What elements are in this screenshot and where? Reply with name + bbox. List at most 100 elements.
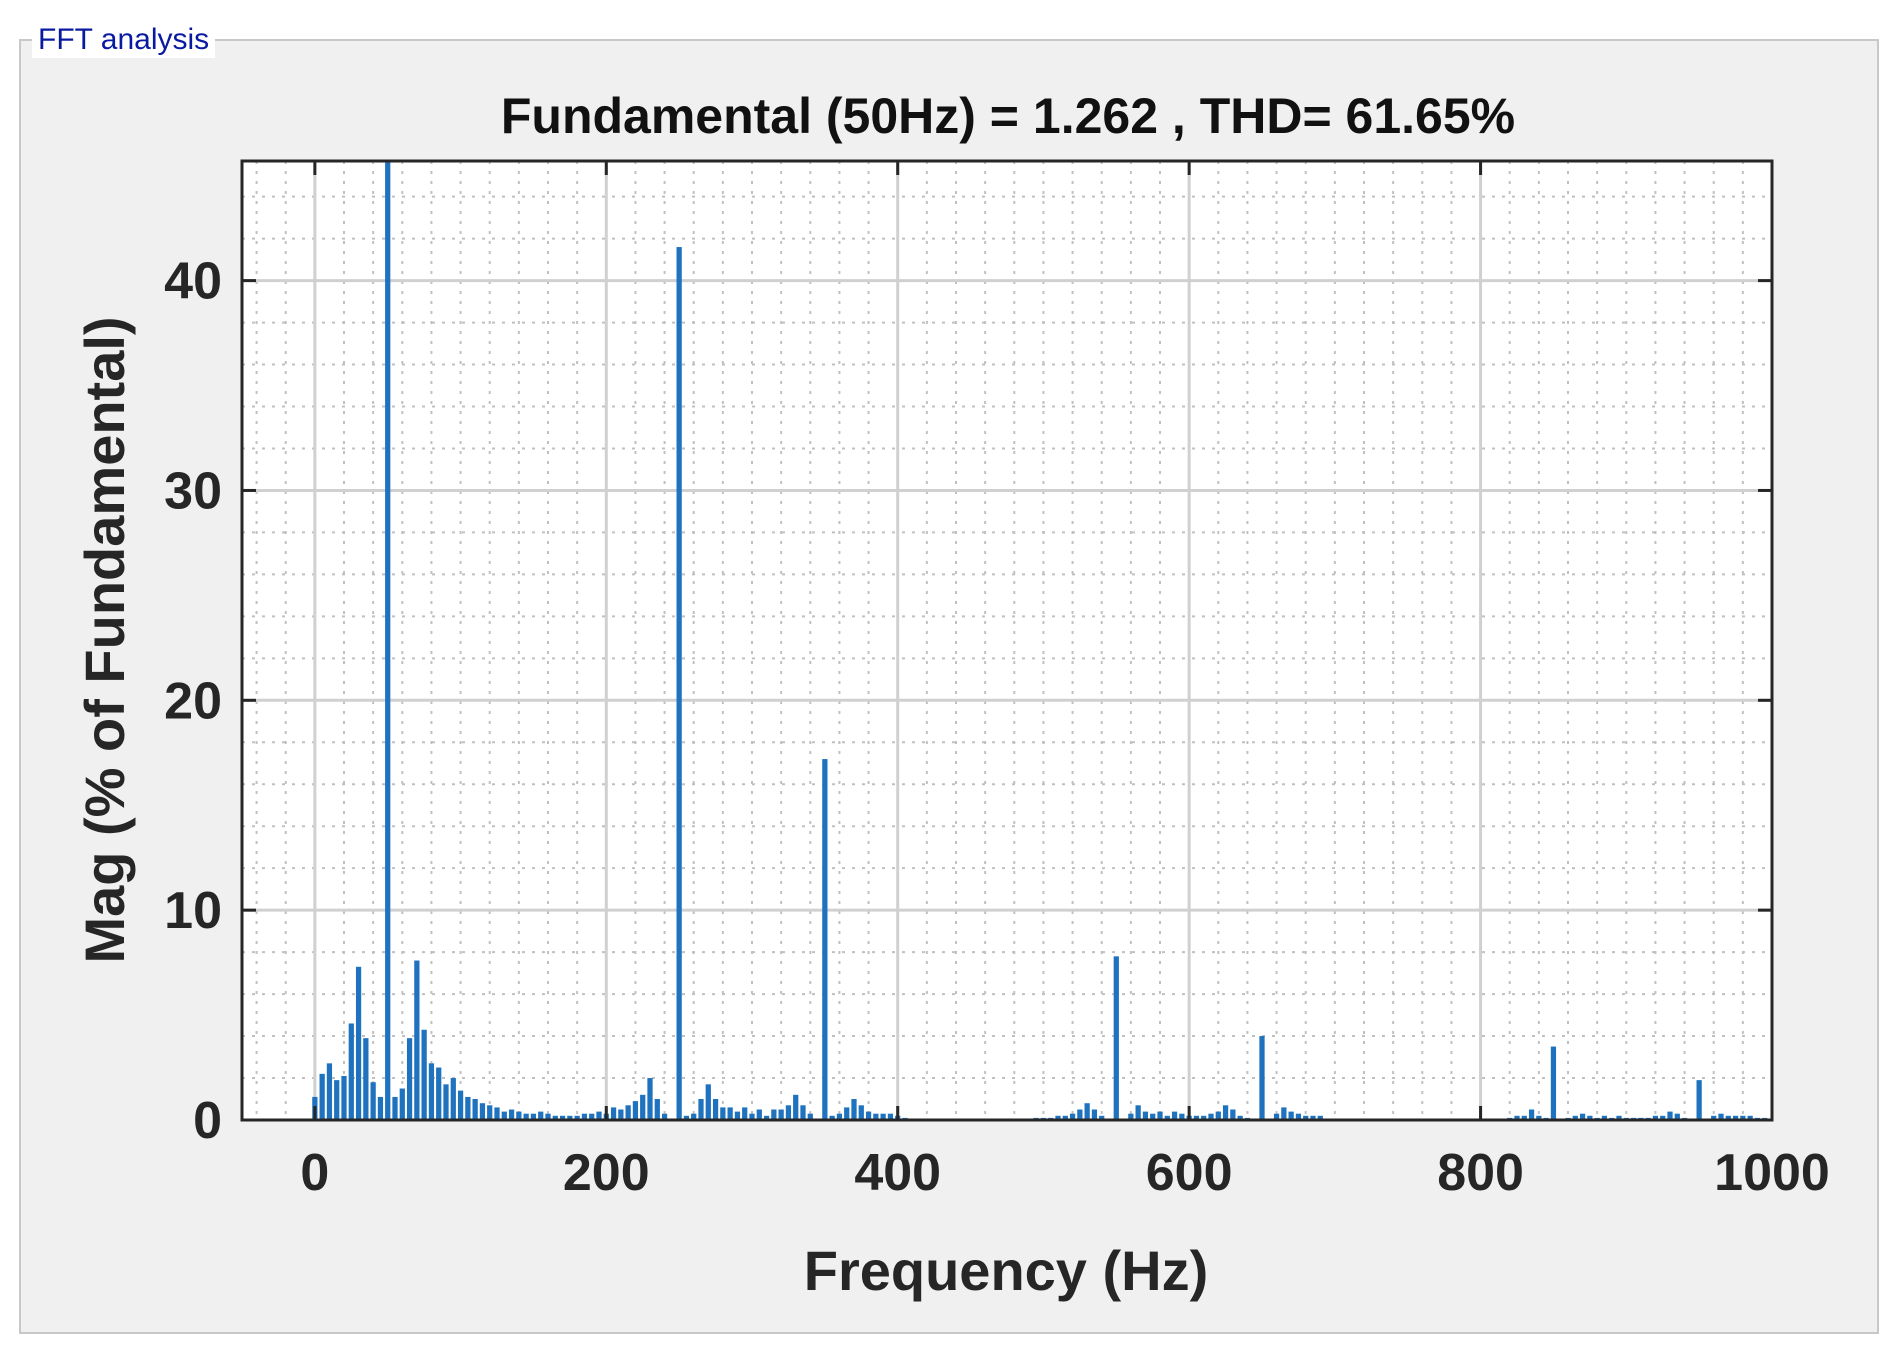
bar xyxy=(1616,1115,1622,1120)
bar xyxy=(523,1113,529,1120)
bar xyxy=(1055,1115,1061,1120)
y-tick-label: 40 xyxy=(164,253,222,311)
bar xyxy=(1084,1103,1090,1120)
bar xyxy=(625,1105,631,1120)
bar xyxy=(1142,1111,1149,1120)
bar xyxy=(443,1084,449,1120)
bar xyxy=(341,1075,347,1120)
bar xyxy=(1521,1115,1527,1120)
bar xyxy=(1579,1113,1586,1120)
bar xyxy=(1536,1115,1542,1120)
bar xyxy=(661,1113,668,1120)
bar xyxy=(712,1099,719,1120)
bar xyxy=(873,1113,879,1120)
bar xyxy=(691,1113,697,1120)
bar xyxy=(581,1113,588,1120)
bar xyxy=(632,1101,639,1120)
bar xyxy=(756,1109,762,1120)
bar xyxy=(465,1096,471,1120)
bar xyxy=(1273,1113,1280,1120)
x-tick-label: 0 xyxy=(300,1144,329,1202)
bar xyxy=(1135,1105,1141,1120)
bar xyxy=(538,1111,544,1120)
bar xyxy=(1069,1113,1076,1120)
bar xyxy=(1528,1109,1535,1120)
bar xyxy=(1164,1115,1170,1120)
bar xyxy=(1281,1107,1287,1120)
bar xyxy=(530,1113,537,1120)
bar xyxy=(494,1107,500,1120)
bar xyxy=(880,1113,886,1120)
bar xyxy=(1193,1115,1200,1120)
x-tick-labels: 0 200 400 600 800 1000 xyxy=(300,1144,1829,1202)
bar xyxy=(1711,1115,1717,1120)
x-tick-label: 400 xyxy=(854,1144,941,1202)
bar xyxy=(1572,1115,1578,1120)
bar xyxy=(596,1111,602,1120)
bar xyxy=(450,1078,456,1120)
bar xyxy=(377,1096,384,1120)
bar xyxy=(348,1023,354,1120)
y-axis-label: Mag (% of Fundamental) xyxy=(73,316,136,963)
chart-title: Fundamental (50Hz) = 1.262 , THD= 61.65% xyxy=(501,88,1515,144)
bar xyxy=(822,759,828,1120)
bar xyxy=(428,1063,435,1120)
bar xyxy=(385,161,391,1120)
bar xyxy=(370,1082,376,1120)
bar xyxy=(1077,1109,1083,1120)
plot-background xyxy=(242,161,1772,1120)
bar xyxy=(618,1109,624,1120)
bar xyxy=(326,1063,333,1120)
bar xyxy=(1601,1115,1608,1120)
bar xyxy=(727,1107,733,1120)
bar xyxy=(567,1115,573,1120)
bar xyxy=(1208,1113,1214,1120)
bar xyxy=(865,1111,872,1120)
bar xyxy=(1303,1115,1309,1120)
bar xyxy=(807,1113,813,1120)
bar xyxy=(887,1113,894,1120)
bar xyxy=(589,1113,595,1120)
bar xyxy=(1732,1115,1739,1120)
bar xyxy=(508,1109,515,1120)
plot-frame xyxy=(240,159,1774,1122)
bar xyxy=(778,1109,784,1120)
bar xyxy=(785,1105,792,1120)
bar xyxy=(771,1109,777,1120)
bar xyxy=(749,1113,755,1120)
bar xyxy=(720,1107,726,1120)
bar xyxy=(487,1105,493,1120)
bar xyxy=(406,1038,413,1120)
bar xyxy=(1113,956,1119,1120)
bar xyxy=(763,1115,770,1120)
bar xyxy=(1310,1115,1316,1120)
x-tick-label: 200 xyxy=(563,1144,650,1202)
bar xyxy=(501,1111,507,1120)
bar xyxy=(1157,1111,1163,1120)
bar xyxy=(319,1073,325,1120)
bar xyxy=(829,1115,835,1120)
bar xyxy=(1237,1115,1243,1120)
x-tick-label: 1000 xyxy=(1714,1144,1830,1202)
bar xyxy=(479,1103,486,1120)
bar xyxy=(1747,1115,1753,1120)
bar xyxy=(800,1105,806,1120)
bar xyxy=(1718,1113,1724,1120)
bar xyxy=(1696,1080,1702,1120)
bar xyxy=(654,1099,660,1120)
bar xyxy=(1652,1115,1659,1120)
bar xyxy=(1317,1115,1323,1120)
bar xyxy=(1062,1115,1068,1120)
bar xyxy=(1674,1113,1680,1120)
bar xyxy=(392,1096,398,1120)
bar xyxy=(1259,1036,1265,1120)
bar xyxy=(574,1115,580,1120)
x-axis-label: Frequency (Hz) xyxy=(804,1239,1209,1302)
bar xyxy=(552,1115,558,1120)
y-tick-label: 10 xyxy=(164,882,222,940)
bar xyxy=(516,1111,522,1120)
bar-series xyxy=(312,161,1768,1120)
bar xyxy=(1725,1115,1731,1120)
y-tick-label: 30 xyxy=(164,462,222,520)
bar xyxy=(1091,1109,1098,1120)
